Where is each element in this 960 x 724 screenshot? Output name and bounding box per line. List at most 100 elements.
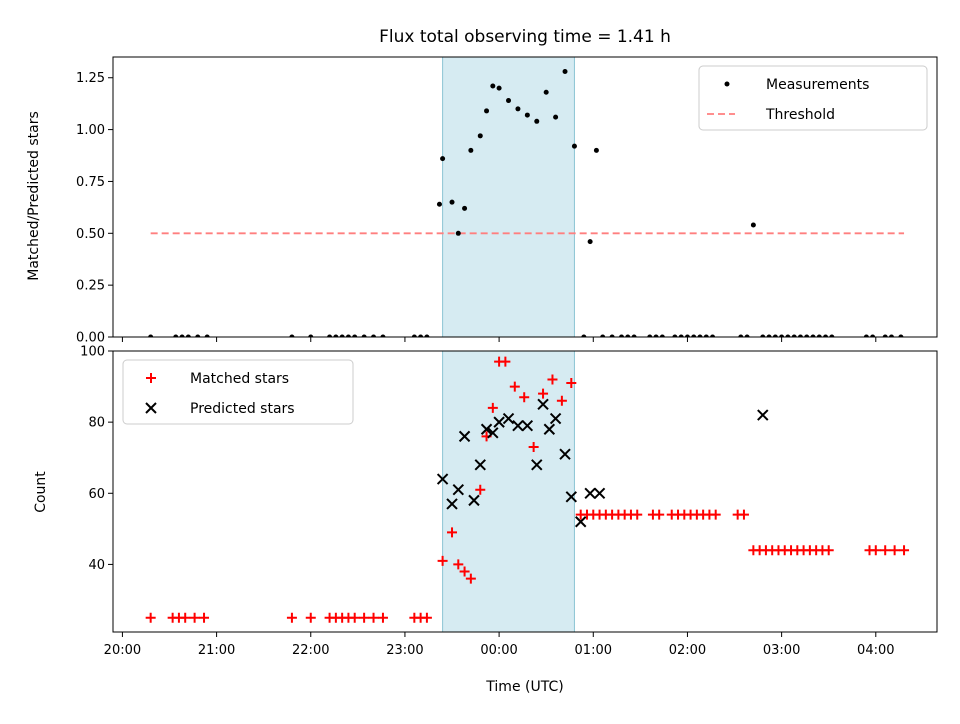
measurement-point bbox=[829, 334, 835, 337]
y-tick-label: 0.75 bbox=[76, 175, 105, 190]
measurement-point bbox=[289, 334, 295, 337]
x-tick-label: 02:00 bbox=[669, 643, 706, 658]
measurement-point bbox=[870, 334, 876, 337]
measurement-point bbox=[619, 334, 625, 337]
measurement-point bbox=[593, 147, 599, 153]
measurement-point bbox=[703, 334, 709, 337]
measurement-point bbox=[888, 334, 894, 337]
predicted-star-point bbox=[480, 423, 493, 435]
predicted-star-point bbox=[474, 459, 486, 471]
matched-star-point bbox=[453, 559, 464, 570]
bottom-y-axis-label: Count bbox=[33, 471, 49, 513]
legend: Measurements Threshold bbox=[698, 65, 928, 131]
measurement-point bbox=[411, 334, 417, 337]
measurement-point bbox=[779, 334, 785, 337]
measurement-point bbox=[440, 156, 446, 162]
matched-star-point bbox=[500, 356, 511, 367]
axes-frame bbox=[112, 56, 938, 338]
measurement-point bbox=[534, 118, 540, 124]
measurement-point bbox=[524, 112, 530, 118]
matched-star-point bbox=[547, 374, 558, 385]
matched-star-point bbox=[509, 381, 520, 392]
x-tick-label: 20:00 bbox=[104, 643, 141, 658]
measurement-point bbox=[449, 199, 455, 205]
measurement-point bbox=[804, 334, 810, 337]
measurement-point bbox=[333, 334, 339, 337]
matched-star-point bbox=[556, 395, 567, 406]
measurement-point bbox=[380, 334, 386, 337]
matched-star-point bbox=[654, 509, 665, 520]
matched-star-point bbox=[349, 612, 360, 623]
measurement-point bbox=[587, 239, 593, 245]
matched-star-point bbox=[437, 555, 448, 566]
legend-box bbox=[122, 359, 354, 425]
measurement-point bbox=[339, 334, 345, 337]
predicted-star-point bbox=[559, 448, 571, 460]
measurement-point bbox=[371, 334, 377, 337]
legend-entry-label: Threshold bbox=[765, 107, 835, 123]
matched-star-point bbox=[447, 527, 458, 538]
matched-star-point bbox=[899, 545, 910, 556]
measurement-point bbox=[810, 334, 816, 337]
measurement-point bbox=[477, 133, 483, 139]
measurement-point bbox=[691, 334, 697, 337]
measurement-point bbox=[515, 106, 521, 112]
measurement-point bbox=[424, 334, 430, 337]
y-tick-label: 1.25 bbox=[76, 71, 105, 86]
measurement-point bbox=[882, 334, 888, 337]
matched-star-point bbox=[145, 612, 156, 623]
y-tick-label: 1.00 bbox=[76, 123, 105, 138]
predicted-star-point bbox=[436, 473, 449, 485]
x-tick-label: 22:00 bbox=[292, 643, 329, 658]
predicted-star-point bbox=[565, 491, 578, 503]
measurement-point bbox=[571, 143, 577, 149]
measurement-point bbox=[468, 147, 474, 153]
measurement-point bbox=[738, 334, 744, 337]
measurement-point bbox=[625, 334, 631, 337]
matched-star-point bbox=[632, 509, 643, 520]
predicted-star-point bbox=[521, 419, 534, 432]
measurement-point bbox=[308, 334, 314, 337]
legend: Matched stars Predicted stars bbox=[122, 359, 354, 425]
top-plot-area: 0.00 0.25 0.50 0.75 1.00 1.25 Measurements Thre… bbox=[76, 56, 938, 346]
matched-star-point bbox=[519, 392, 530, 403]
measurement-point bbox=[710, 334, 716, 337]
matched-star-point bbox=[889, 545, 900, 556]
legend-entry-label: Matched stars bbox=[190, 371, 289, 387]
x-tick-label: 21:00 bbox=[198, 643, 235, 658]
predicted-star-point bbox=[531, 459, 543, 471]
matched-star-point bbox=[189, 612, 200, 623]
matched-star-point bbox=[880, 545, 891, 556]
legend-marker-x bbox=[145, 402, 157, 414]
legend-entry-label: Measurements bbox=[766, 77, 869, 93]
measurement-point bbox=[496, 85, 502, 91]
measurement-point bbox=[609, 334, 615, 337]
predicted-star-point bbox=[458, 430, 471, 443]
measurement-point bbox=[744, 334, 750, 337]
legend-marker-dot bbox=[724, 81, 730, 87]
y-tick-label: 40 bbox=[88, 558, 105, 573]
measurement-point bbox=[361, 334, 367, 337]
predicted-star-point bbox=[537, 398, 549, 411]
measurement-point bbox=[148, 334, 154, 337]
matched-star-point bbox=[823, 545, 834, 556]
predicted-star-point bbox=[543, 423, 556, 435]
measurement-point bbox=[678, 334, 684, 337]
top-chart-title: Flux total observing time = 1.41 h bbox=[379, 27, 671, 47]
measurement-point bbox=[553, 114, 559, 120]
measurement-point bbox=[791, 334, 797, 337]
predicted-star-point bbox=[468, 494, 480, 507]
matched-star-point bbox=[286, 612, 297, 623]
measurement-point bbox=[684, 334, 690, 337]
bottom-plot-area: 40 60 80 100 20:00 21:00 22:00 23:00 00:00 01:00 0… bbox=[80, 345, 938, 658]
measurement-point bbox=[631, 334, 637, 337]
plot-clip-group bbox=[148, 57, 905, 337]
matched-star-point bbox=[199, 612, 210, 623]
measurement-point bbox=[672, 334, 678, 337]
plot-clip-group bbox=[145, 351, 910, 632]
predicted-star-point bbox=[512, 419, 524, 432]
measurement-point bbox=[823, 334, 829, 337]
measurement-point bbox=[352, 334, 358, 337]
matched-star-point bbox=[870, 545, 881, 556]
measurement-point bbox=[462, 205, 468, 211]
